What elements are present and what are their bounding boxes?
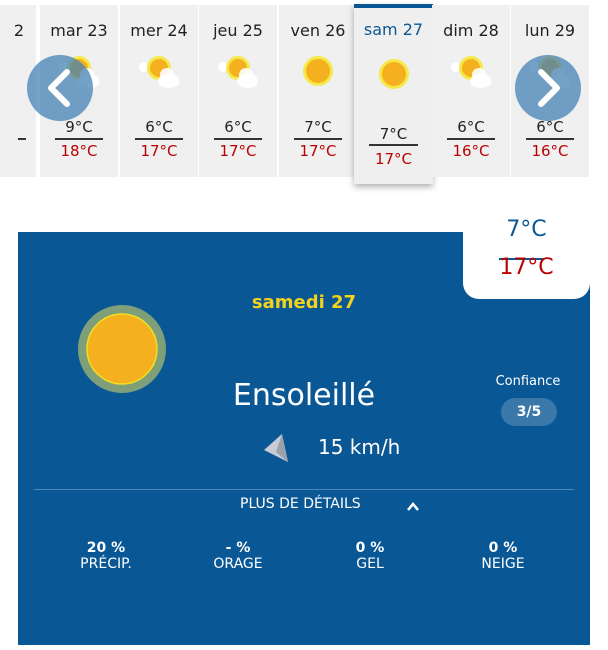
temp-divider <box>55 138 103 140</box>
divider <box>34 489 574 490</box>
day-card[interactable]: ven 26 7°C 17°C <box>279 5 357 177</box>
sun-icon <box>378 59 409 89</box>
stat-storm: - % ORAGE <box>213 540 263 572</box>
temp-divider <box>447 138 495 140</box>
high-temp: 16°C <box>452 142 490 160</box>
day-label: dim 28 <box>443 21 499 40</box>
sun-icon <box>78 305 166 393</box>
day-label: mer 24 <box>130 21 188 40</box>
wind-speed: 15 km/h <box>318 435 401 459</box>
low-temp: 7°C <box>304 118 332 136</box>
wind-direction-icon <box>264 434 288 462</box>
day-label: sam 27 <box>363 20 424 39</box>
low-temp: 9°C <box>65 118 93 136</box>
low-temp: 7°C <box>379 125 408 143</box>
day-detail-panel: samedi 27 Ensoleillé Confiance 3/5 15 km… <box>18 232 590 645</box>
day-card[interactable]: jeu 25 6°C 17°C <box>199 5 277 177</box>
sun-cloud-icon <box>218 56 258 88</box>
detail-low-temp: 7°C <box>506 217 547 242</box>
chevron-left-icon <box>48 69 70 107</box>
stat-frost: 0 % GEL <box>355 540 385 572</box>
temp-divider <box>526 138 574 140</box>
temp-divider <box>18 138 26 140</box>
day-label: ven 26 <box>290 21 346 40</box>
stat-precip: 20 % PRÉCIP. <box>80 540 132 572</box>
chevron-right-icon <box>538 69 560 107</box>
temp-divider <box>135 138 183 140</box>
low-temp: 6°C <box>224 118 252 136</box>
day-card[interactable]: mer 24 6°C 17°C <box>120 5 198 177</box>
temp-divider <box>499 258 544 260</box>
confidence-label: Confiance <box>495 374 561 389</box>
detail-date: samedi 27 <box>251 292 357 313</box>
day-label: mar 23 <box>50 21 108 40</box>
condition-text: Ensoleillé <box>232 378 376 413</box>
more-details-label: PLUS DE DÉTAILS <box>240 496 361 512</box>
day-card[interactable]: dim 28 6°C 16°C <box>432 5 510 177</box>
temp-divider <box>369 144 418 146</box>
day-label: lun 29 <box>524 21 576 40</box>
detail-temperature-tab: 7°C 17°C <box>463 215 590 299</box>
high-temp: 17°C <box>219 142 257 160</box>
day-label: jeu 25 <box>213 21 263 40</box>
high-temp: 16°C <box>531 142 569 160</box>
high-temp: 17°C <box>299 142 337 160</box>
sun-cloud-icon <box>139 56 179 88</box>
chevron-up-icon <box>407 502 419 511</box>
stat-snow: 0 % NEIGE <box>481 540 525 572</box>
low-temp: 6°C <box>536 118 564 136</box>
day-card[interactable]: sam 27 7°C 17°C <box>354 4 433 184</box>
next-button[interactable] <box>515 55 581 121</box>
sun-icon <box>303 56 333 86</box>
high-temp: 18°C <box>60 142 98 160</box>
detail-high-temp: 17°C <box>499 255 554 280</box>
sun-cloud-icon <box>451 56 491 88</box>
temp-divider <box>294 138 342 140</box>
temp-divider <box>214 138 262 140</box>
confidence-badge: 3/5 <box>501 398 557 426</box>
previous-button[interactable] <box>27 55 93 121</box>
low-temp: 6°C <box>457 118 485 136</box>
high-temp: 17°C <box>374 150 413 168</box>
more-details-toggle[interactable]: PLUS DE DÉTAILS <box>208 494 458 518</box>
day-label: 2 <box>13 21 24 40</box>
high-temp: 17°C <box>140 142 178 160</box>
low-temp: 6°C <box>145 118 173 136</box>
